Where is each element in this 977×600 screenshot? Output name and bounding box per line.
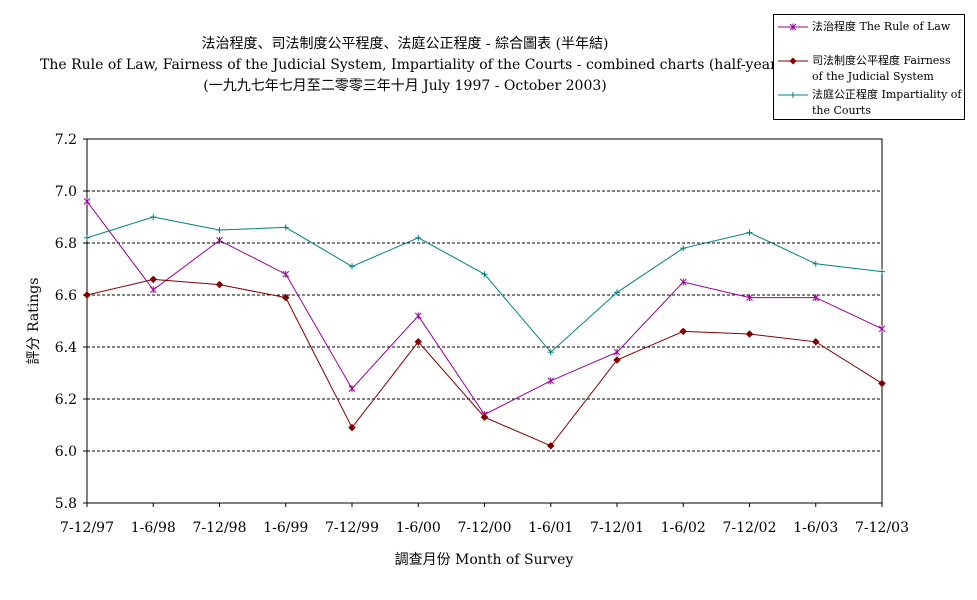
data-point <box>480 413 489 422</box>
series-2 <box>83 275 886 450</box>
y-tick-label: 7.2 <box>55 132 77 148</box>
data-point <box>878 379 886 388</box>
data-point <box>613 348 621 356</box>
data-point <box>811 337 820 346</box>
legend-swatch-rule-of-law <box>778 23 808 31</box>
data-point <box>281 293 290 302</box>
y-tick-label: 6.4 <box>55 340 77 356</box>
data-point <box>215 280 224 289</box>
x-tick-label: 7-12/01 <box>590 520 644 536</box>
data-point <box>679 327 688 336</box>
chart-title: 法治程度、司法制度公平程度、法庭公正程度 - 綜合圖表 (半年結) <box>201 36 609 52</box>
legend-label-rule-of-law: 法治程度 The Rule of Law <box>812 20 951 33</box>
data-point <box>746 294 753 302</box>
y-tick-label: 6.0 <box>55 444 77 460</box>
data-point <box>746 229 753 236</box>
chart-legend: 法治程度 The Rule of Law 司法制度公平程度 Fairness o… <box>773 14 965 120</box>
data-point <box>546 441 555 450</box>
x-tick-label: 7-12/99 <box>325 520 379 536</box>
data-point <box>679 278 687 286</box>
series-1 <box>83 197 886 419</box>
series-line <box>86 201 883 416</box>
y-axis-ticks: 5.8 6.0 6.2 6.4 6.6 6.8 7.0 7.2 <box>55 132 87 512</box>
y-tick-label: 6.8 <box>55 236 77 252</box>
x-tick-label: 7-12/03 <box>855 520 909 536</box>
chart-subtitle: The Rule of Law, Fairness of the Judicia… <box>40 57 856 73</box>
data-point <box>414 312 422 320</box>
legend-swatch-fairness <box>778 57 808 65</box>
data-point <box>216 227 223 233</box>
series-3 <box>84 214 885 356</box>
y-tick-label: 5.8 <box>55 496 77 512</box>
data-point <box>414 337 423 346</box>
x-tick-label: 1-6/02 <box>661 520 706 536</box>
legend-label-fairness: 司法制度公平程度 Fairness of the Judicial System <box>812 54 951 83</box>
data-point <box>83 197 91 205</box>
grid-lines <box>87 190 882 452</box>
data-point <box>415 234 422 241</box>
y-axis-label: 評分 Ratings <box>26 278 42 365</box>
data-point <box>84 234 90 241</box>
y-tick-label: 7.0 <box>55 184 77 200</box>
x-tick-label: 7-12/98 <box>193 520 247 536</box>
x-tick-label: 7-12/00 <box>458 520 512 536</box>
y-tick-label: 6.6 <box>55 288 77 304</box>
x-tick-label: 7-12/02 <box>723 520 777 536</box>
data-point <box>481 271 488 278</box>
x-tick-label: 1-6/01 <box>528 520 573 536</box>
data-point <box>879 268 885 275</box>
data-point <box>812 260 819 267</box>
x-tick-label: 1-6/00 <box>396 520 441 536</box>
series-layer <box>83 197 886 450</box>
data-point <box>614 289 620 296</box>
data-point <box>150 214 157 220</box>
legend-label-impartiality: 法庭公正程度 Impartiality of the Courts <box>812 88 962 117</box>
data-point <box>745 330 754 338</box>
data-point <box>349 263 355 270</box>
data-point <box>282 270 290 278</box>
data-point <box>878 325 886 333</box>
data-point <box>216 236 223 244</box>
data-point <box>613 356 621 364</box>
x-axis-label: 調查月份 Month of Survey <box>395 552 574 568</box>
chart-date-range: (一九九七年七月至二零零三年十月 July 1997 - October 200… <box>203 78 607 94</box>
x-axis-ticks: 7-12/97 1-6/98 7-12/98 1-6/99 7-12/99 1-6/00 7… <box>60 503 909 536</box>
series-line <box>86 216 883 353</box>
data-point <box>348 423 356 432</box>
data-point <box>812 294 820 302</box>
x-tick-label: 1-6/98 <box>131 520 176 536</box>
chart-title-block: 法治程度、司法制度公平程度、法庭公正程度 - 綜合圖表 (半年結) The Ru… <box>40 34 856 97</box>
plot-area-frame <box>86 138 883 504</box>
data-point <box>149 286 157 294</box>
legend-swatch-impartiality <box>778 92 808 98</box>
y-tick-label: 6.2 <box>55 392 77 408</box>
data-point <box>83 291 91 299</box>
data-point <box>547 349 554 356</box>
x-tick-label: 1-6/99 <box>263 520 308 536</box>
data-point <box>282 224 289 231</box>
data-point <box>149 275 158 284</box>
data-point <box>680 245 687 252</box>
data-point <box>348 385 356 393</box>
x-tick-label: 1-6/03 <box>793 520 838 536</box>
x-tick-label: 7-12/97 <box>60 520 114 536</box>
data-point <box>547 377 555 385</box>
